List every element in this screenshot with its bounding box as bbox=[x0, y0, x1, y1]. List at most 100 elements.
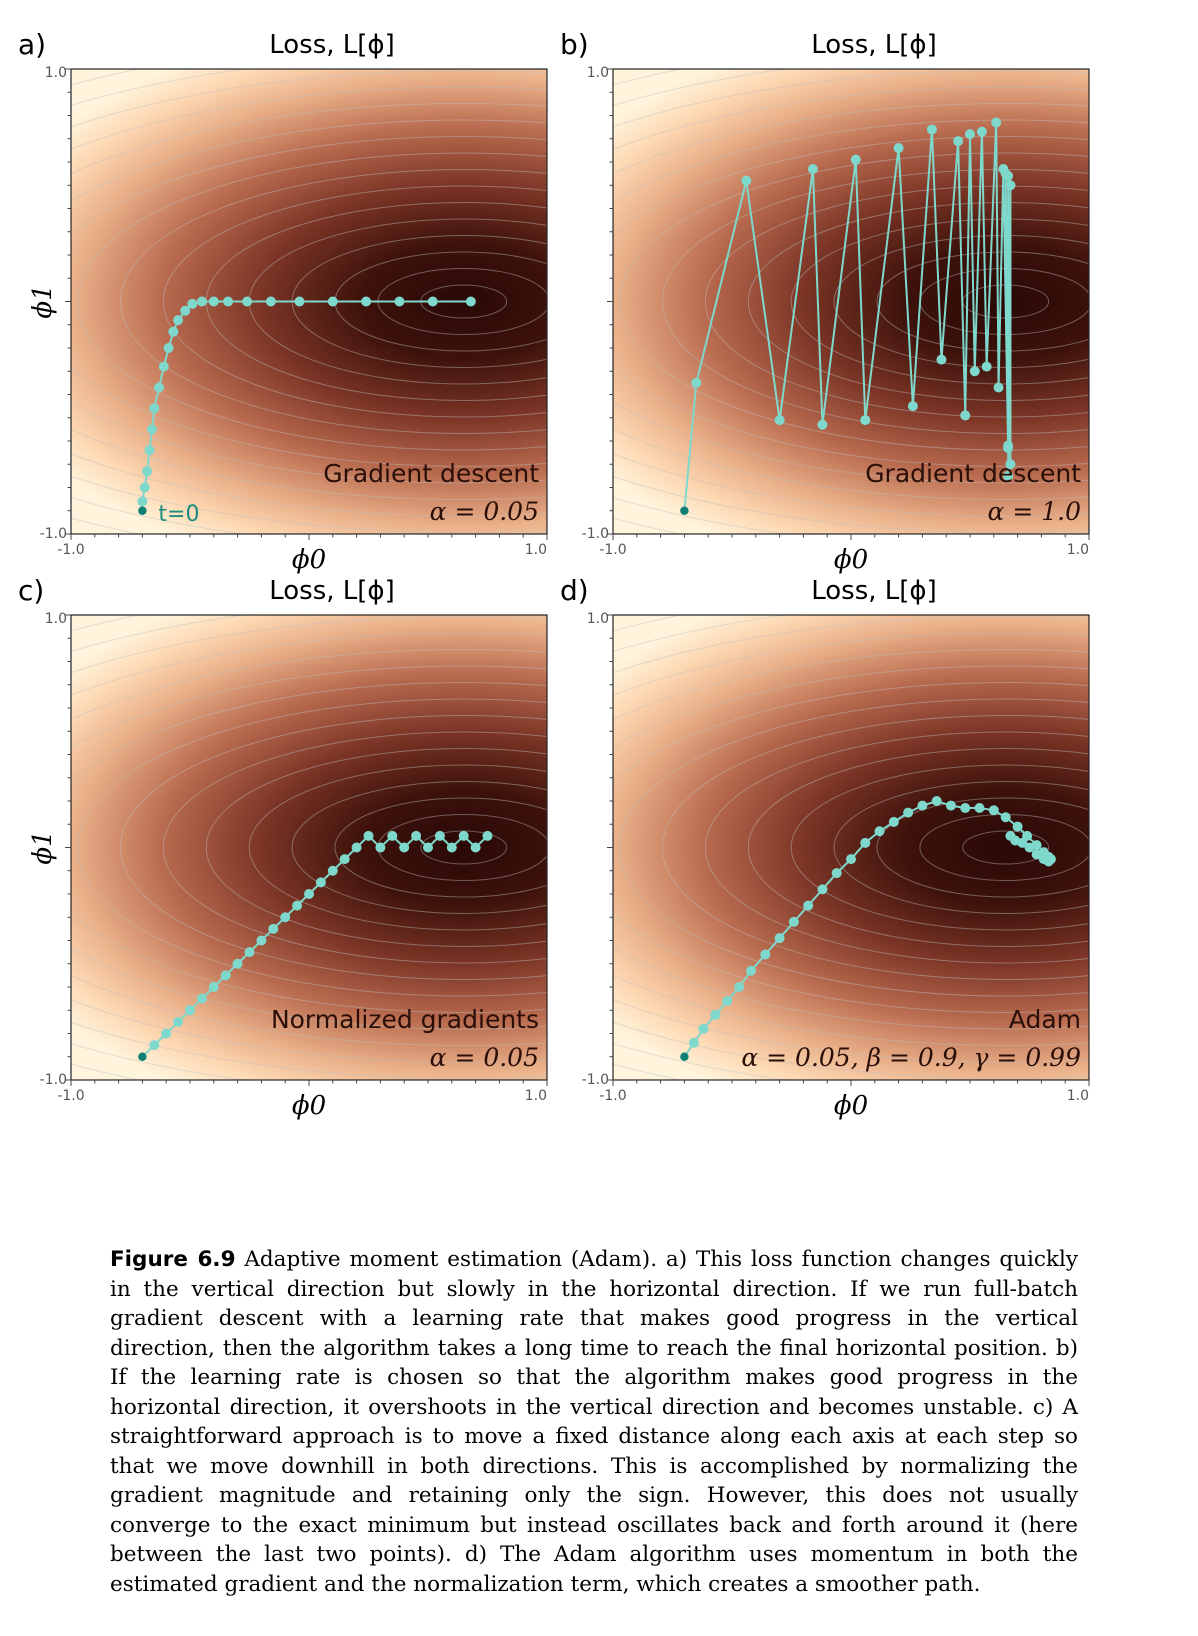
path-point bbox=[446, 842, 457, 853]
panel-letter: c) bbox=[18, 574, 45, 607]
contour-line bbox=[747, 748, 1089, 947]
caption-text: Adaptive moment estimation (Adam). a) Th… bbox=[110, 1247, 1078, 1597]
loss-plot: -1.0 1.0 1.0 -1.0 ϕ0 ϕ1 t=0 Gradient descent α =… bbox=[28, 65, 548, 575]
path-point bbox=[1000, 812, 1011, 823]
path-point bbox=[741, 175, 752, 186]
path-point bbox=[387, 830, 398, 841]
path-point bbox=[265, 296, 276, 307]
panel-title: Loss, L[ϕ] bbox=[811, 576, 937, 606]
params-label: α = 1.0 bbox=[988, 497, 1082, 526]
contour-line bbox=[248, 764, 547, 931]
path-point bbox=[294, 296, 305, 307]
loss-surface bbox=[71, 615, 547, 1080]
contour-line bbox=[162, 185, 547, 418]
contour-line bbox=[71, 632, 547, 1063]
path-point bbox=[807, 163, 818, 174]
path-point bbox=[746, 965, 757, 976]
path-point bbox=[458, 830, 469, 841]
contour-line bbox=[162, 731, 547, 964]
contour-line bbox=[613, 616, 1089, 1079]
path-point bbox=[1022, 830, 1033, 841]
path-point bbox=[146, 424, 157, 435]
contour-line bbox=[662, 715, 1089, 980]
x-axis-label: ϕ0 bbox=[292, 1091, 326, 1121]
path-point bbox=[163, 343, 174, 353]
path-point bbox=[223, 296, 234, 307]
path-point bbox=[931, 796, 942, 806]
path-point bbox=[180, 305, 191, 316]
x-tick-label: 1.0 bbox=[525, 1088, 547, 1104]
x-tick-label: -1.0 bbox=[57, 542, 84, 558]
contour-line bbox=[613, 103, 1089, 500]
method-label: Gradient descent bbox=[323, 459, 539, 488]
x-tick-label: -1.0 bbox=[57, 1088, 84, 1104]
loss-plot: -1.0 1.0 1.0 -1.0 ϕ0 Gradient descent α = 1.0 bbox=[582, 65, 1090, 575]
x-axis-label: ϕ0 bbox=[834, 545, 868, 575]
path-point bbox=[268, 923, 279, 934]
panel-letter: a) bbox=[18, 28, 47, 61]
path-point bbox=[363, 830, 374, 841]
method-label: Adam bbox=[1009, 1005, 1081, 1034]
y-tick-label: 1.0 bbox=[45, 65, 67, 81]
path-point bbox=[351, 842, 362, 853]
x-tick-label: -1.0 bbox=[599, 1088, 626, 1104]
path-point bbox=[926, 124, 937, 135]
path-point bbox=[860, 415, 871, 426]
path-point bbox=[722, 995, 733, 1006]
contour-line bbox=[613, 665, 1089, 1030]
path-point bbox=[173, 315, 184, 326]
path-point bbox=[423, 842, 433, 853]
panel-c: c) Loss, L[ϕ] -1.0 1.0 1.0 -1.0 ϕ0 ϕ1 Normaliz… bbox=[18, 568, 578, 1153]
path-point bbox=[965, 129, 975, 140]
x-axis-label: ϕ0 bbox=[834, 1091, 868, 1121]
panel-title: Loss, L[ϕ] bbox=[269, 30, 395, 60]
path-point bbox=[158, 361, 169, 372]
path-point bbox=[917, 800, 928, 811]
contour-line bbox=[613, 632, 1089, 1063]
y-tick-label: -1.0 bbox=[582, 526, 609, 542]
path-point bbox=[327, 296, 338, 307]
path-point bbox=[969, 366, 980, 377]
contour-line bbox=[833, 781, 1089, 914]
path-point bbox=[817, 419, 828, 430]
path-point bbox=[976, 126, 987, 137]
path-point bbox=[208, 296, 219, 307]
path-point bbox=[1038, 854, 1049, 865]
contour-line bbox=[334, 797, 547, 898]
contour-line bbox=[613, 682, 1089, 1013]
path-point bbox=[149, 403, 160, 414]
path-point bbox=[139, 482, 150, 493]
path-point bbox=[691, 377, 702, 388]
method-label: Normalized gradients bbox=[271, 1005, 539, 1034]
path-point bbox=[394, 296, 405, 307]
path-point bbox=[688, 1037, 699, 1048]
path-point bbox=[208, 982, 219, 992]
path-point bbox=[470, 842, 481, 853]
contour-line bbox=[619, 698, 1089, 997]
contour-line bbox=[71, 103, 547, 500]
path-point bbox=[846, 854, 856, 865]
contour-line bbox=[71, 649, 547, 1046]
contour-line bbox=[613, 86, 1089, 517]
path-point bbox=[936, 354, 947, 365]
path-point bbox=[154, 382, 165, 393]
y-tick-label: 1.0 bbox=[587, 611, 609, 627]
path-point bbox=[698, 1023, 709, 1034]
contour-line bbox=[876, 797, 1089, 898]
path-point bbox=[760, 949, 771, 960]
y-tick-label: 1.0 bbox=[45, 611, 67, 627]
path-point bbox=[361, 296, 372, 307]
params-label: α = 0.05 bbox=[430, 497, 539, 526]
y-tick-label: 1.0 bbox=[587, 65, 609, 81]
path-point bbox=[991, 117, 1002, 128]
path-point bbox=[173, 1016, 184, 1027]
path-point bbox=[907, 401, 918, 412]
contour-line bbox=[71, 119, 547, 484]
path-point bbox=[788, 916, 799, 927]
path-point bbox=[315, 877, 326, 888]
path-point bbox=[137, 496, 148, 507]
path-point bbox=[242, 296, 253, 307]
loss-plot: -1.0 1.0 1.0 -1.0 ϕ0 ϕ1 Normalized gradients α … bbox=[28, 611, 548, 1121]
path-point bbox=[304, 889, 314, 899]
contour-line bbox=[71, 665, 547, 1030]
